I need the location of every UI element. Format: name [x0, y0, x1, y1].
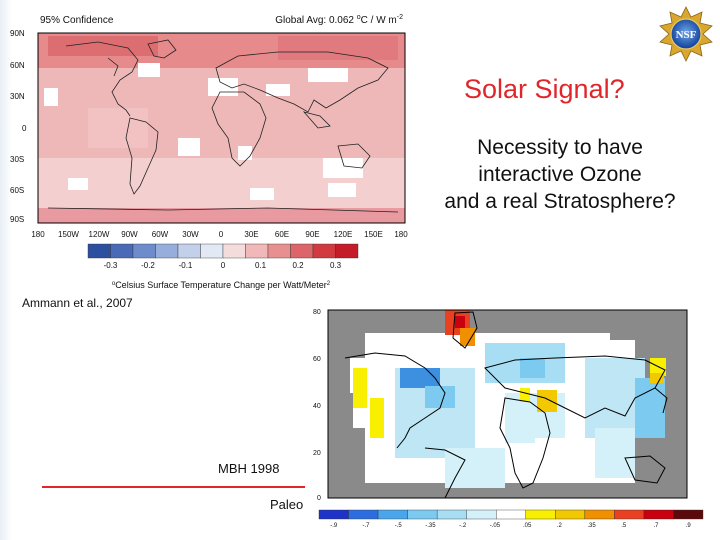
colorbar-tick-label: .9	[686, 523, 692, 529]
top-map-coastlines	[47, 39, 399, 213]
bottom-lat-label: 0	[317, 495, 321, 502]
colorbar-tick-label: -0.3	[104, 261, 118, 270]
colorbar-swatch	[643, 509, 674, 520]
colorbar-tick-label: .35	[587, 523, 596, 529]
top-lon-label: 0	[219, 230, 224, 239]
colorbar-swatch	[222, 243, 246, 259]
colorbar-swatch	[614, 509, 645, 520]
colorbar-tick-label: -.5	[395, 523, 403, 529]
bottom-lat-label: 60	[313, 356, 321, 363]
colorbar-tick-label: 0.2	[292, 261, 304, 270]
colorbar-tick-label: .5	[621, 523, 627, 529]
colorbar-swatch	[200, 243, 224, 259]
colorbar-tick-label: -.7	[362, 523, 370, 529]
confidence-label: 95% Confidence	[40, 15, 114, 26]
colorbar-swatch	[155, 243, 179, 259]
top-lon-label: 30E	[244, 230, 258, 239]
top-temperature-map: 90N 60N 30N 0 30S 60S 90S 180 150W 120W …	[10, 14, 408, 290]
colorbar-swatch	[496, 509, 526, 520]
slide-background-strip	[0, 0, 12, 540]
colorbar-tick-label: .7	[653, 523, 659, 529]
top-lat-label: 0	[22, 124, 27, 133]
top-lon-label: 30W	[182, 230, 199, 239]
colorbar-swatch	[525, 509, 556, 520]
bottom-lat-label: 20	[313, 450, 321, 457]
top-lat-label: 60N	[10, 61, 25, 70]
top-lon-label: 90W	[121, 230, 138, 239]
top-lon-label: 120E	[334, 230, 353, 239]
nsf-logo: NSF	[659, 6, 713, 62]
colorbar-tick-label: .05	[523, 523, 532, 529]
top-colorbar	[87, 243, 359, 259]
partial-paleo-label: Paleo	[270, 497, 304, 512]
bottom-temperature-map: 80 60 40 20 0 -.9 -.7 -.5 -.35 -.2 -.05 .05 .2.…	[305, 298, 717, 534]
colorbar-tick-label: -.2	[459, 523, 467, 529]
top-lat-label: 30N	[10, 92, 25, 101]
bottom-lat-label: 80	[313, 309, 321, 316]
colorbar-tick-label: 0	[221, 261, 226, 270]
top-lon-label: 60E	[275, 230, 289, 239]
bottom-map-anomaly-field	[333, 310, 687, 498]
global-average-label: Global Avg: 0.062 oC / W m-2	[275, 14, 403, 26]
colorbar-tick-label: -.35	[425, 523, 436, 529]
top-lat-label: 90S	[10, 215, 24, 224]
colorbar-swatch	[132, 243, 156, 259]
slide-title: Solar Signal?	[464, 74, 625, 104]
colorbar-swatch	[312, 243, 336, 259]
nsf-logo-text: NSF	[676, 29, 697, 41]
colorbar-swatch	[177, 243, 201, 259]
top-lon-label: 180	[31, 230, 45, 239]
colorbar-swatch	[436, 509, 467, 520]
divider-line	[42, 486, 307, 488]
top-lon-label: 90E	[305, 230, 319, 239]
colorbar-swatch	[110, 243, 134, 259]
colorbar-swatch	[318, 509, 349, 520]
colorbar-tick-label: -.05	[490, 523, 501, 529]
bottom-colorbar	[318, 509, 704, 520]
colorbar-swatch	[335, 243, 359, 259]
colorbar-units-label: oCelsius Surface Temperature Change per …	[112, 280, 331, 290]
colorbar-tick-label: -0.1	[179, 261, 193, 270]
top-lat-label: 90N	[10, 29, 25, 38]
colorbar-swatch	[584, 509, 615, 520]
bottom-lat-label: 40	[313, 403, 321, 410]
colorbar-swatch	[555, 509, 586, 520]
colorbar-swatch	[245, 243, 269, 259]
colorbar-swatch	[290, 243, 314, 259]
subtitle-line: Necessity to have	[477, 136, 643, 159]
top-colorbar-ticks: -0.3 -0.2 -0.1 0 0.1 0.2 0.3	[104, 261, 342, 270]
top-lon-label: 150E	[364, 230, 383, 239]
colorbar-swatch	[377, 509, 408, 520]
citation-mbh: MBH 1998	[218, 461, 280, 476]
colorbar-tick-label: .2	[557, 523, 563, 529]
colorbar-swatch	[348, 509, 379, 520]
citation-ammann: Ammann et al., 2007	[22, 296, 133, 310]
colorbar-swatch	[87, 243, 111, 259]
colorbar-tick-label: 0.1	[255, 261, 267, 270]
slide-subtitle: Necessity to have interactive Ozone and …	[420, 134, 700, 215]
colorbar-tick-label: -0.2	[141, 261, 155, 270]
colorbar-tick-label: -.9	[330, 523, 338, 529]
colorbar-swatch	[466, 509, 497, 520]
top-lon-label: 60W	[152, 230, 169, 239]
colorbar-swatch	[673, 509, 704, 520]
bottom-colorbar-ticks: -.9 -.7 -.5 -.35 -.2 -.05 .05 .2 .35 .5 .7 .9	[330, 523, 691, 529]
top-map-anomaly-field	[38, 33, 405, 223]
top-lat-label: 30S	[10, 155, 24, 164]
subtitle-line: interactive Ozone	[478, 163, 642, 186]
top-lon-label: 180	[394, 230, 408, 239]
top-lon-label: 150W	[58, 230, 79, 239]
subtitle-line: and a real Stratosphere?	[444, 190, 676, 213]
colorbar-swatch	[407, 509, 438, 520]
top-lon-label: 120W	[89, 230, 110, 239]
colorbar-tick-label: 0.3	[330, 261, 342, 270]
bottom-map-coastlines	[344, 311, 668, 498]
colorbar-swatch	[267, 243, 291, 259]
top-lat-label: 60S	[10, 186, 24, 195]
